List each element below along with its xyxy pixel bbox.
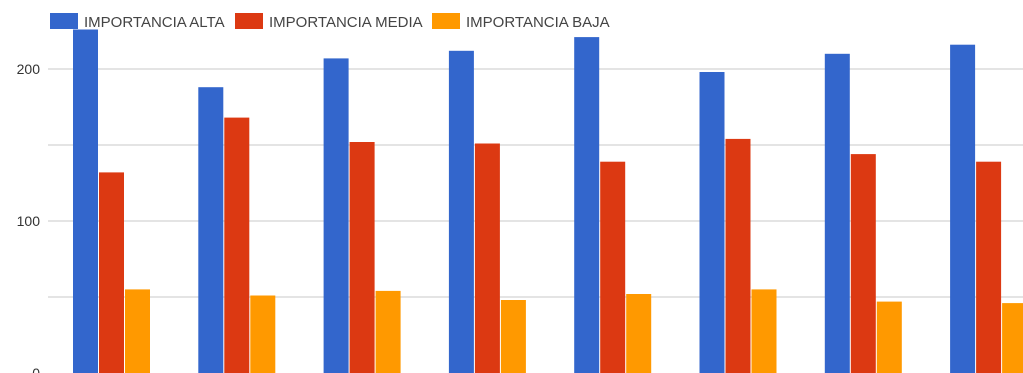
bar-alta bbox=[824, 53, 850, 373]
gridlines bbox=[48, 68, 1023, 298]
legend: IMPORTANCIA ALTA IMPORTANCIA MEDIA IMPORTA… bbox=[50, 13, 610, 31]
bar-baja bbox=[375, 290, 401, 373]
bar-alta bbox=[198, 87, 224, 373]
legend-swatch-media bbox=[235, 13, 263, 29]
bar-baja bbox=[125, 289, 150, 373]
legend-swatch-alta bbox=[50, 13, 78, 29]
legend-label-alta: IMPORTANCIA ALTA bbox=[84, 14, 225, 31]
y-axis-tick-labels: 0 100 200 bbox=[17, 61, 41, 373]
bar-media bbox=[349, 142, 375, 373]
bar-media bbox=[474, 143, 500, 373]
legend-label-baja: IMPORTANCIA BAJA bbox=[466, 14, 610, 31]
y-tick-label: 0 bbox=[32, 365, 40, 373]
y-tick-label: 200 bbox=[17, 61, 41, 77]
bar-media bbox=[850, 154, 876, 373]
legend-label-media: IMPORTANCIA MEDIA bbox=[269, 14, 423, 31]
bar-baja bbox=[1002, 303, 1023, 373]
bars bbox=[73, 29, 1023, 373]
bar-baja bbox=[250, 295, 276, 373]
bar-baja bbox=[876, 301, 902, 373]
bar-alta bbox=[448, 50, 474, 373]
bar-alta bbox=[574, 37, 600, 373]
bar-alta bbox=[73, 29, 98, 373]
bar-baja bbox=[751, 289, 777, 373]
bar-media bbox=[976, 161, 1002, 373]
legend-swatch-baja bbox=[432, 13, 460, 29]
bar-alta bbox=[699, 72, 725, 373]
bar-media bbox=[224, 117, 250, 373]
y-tick-label: 100 bbox=[17, 213, 41, 229]
bar-alta bbox=[323, 58, 349, 373]
bar-media bbox=[99, 172, 124, 373]
bar-baja bbox=[500, 300, 526, 373]
bar-alta bbox=[950, 44, 976, 373]
bar-media bbox=[600, 161, 626, 373]
bar-baja bbox=[626, 294, 652, 373]
bar-media bbox=[725, 138, 751, 373]
